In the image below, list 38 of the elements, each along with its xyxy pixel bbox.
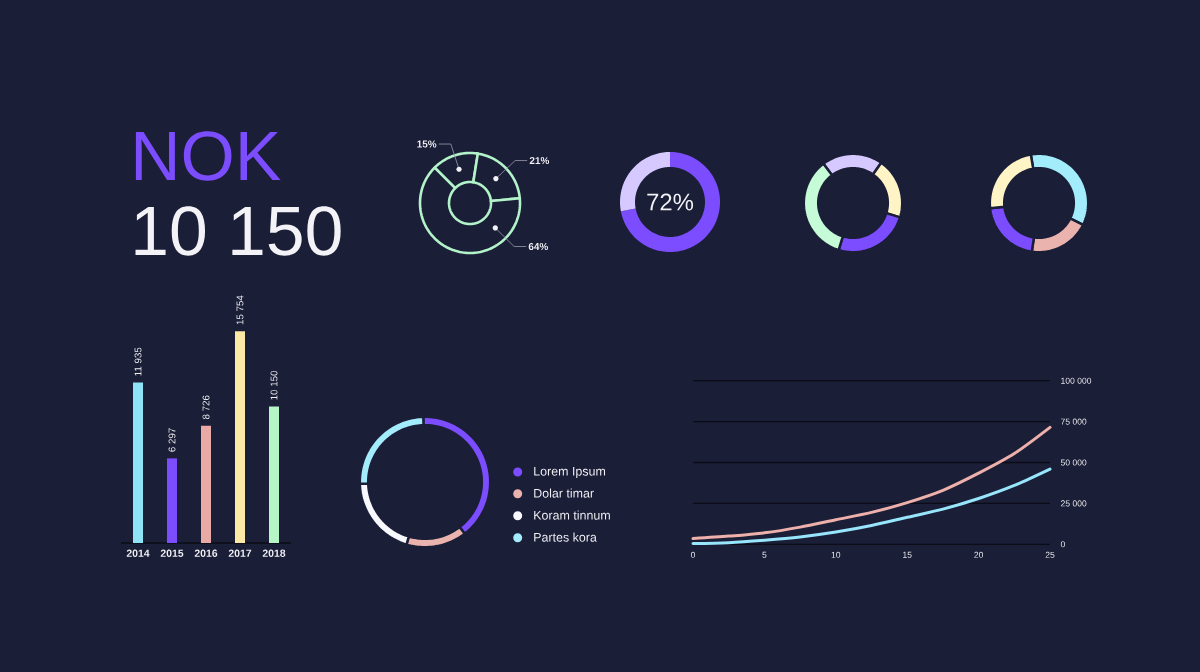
data-label: 15 754 [236,295,244,325]
legend-label: Koram tinnum [534,510,610,520]
bar [167,458,177,543]
line-series [691,425,1052,541]
x-tick-label: 15 [903,551,912,558]
legend-label: Partes kora [534,532,597,542]
x-tick-label: 25 [1045,551,1055,558]
y-tick-label: 25 000 [1060,500,1087,507]
data-label: 15% [417,140,437,148]
x-tick-label: 2014 [126,549,150,557]
x-tick-label: 5 [762,551,767,558]
y-tick-label: 100 000 [1061,377,1092,384]
data-label: 8 726 [202,395,210,420]
bar [269,406,279,543]
x-tick-label: 0 [690,551,696,558]
x-tick-label: 20 [974,551,984,558]
bar [235,331,245,543]
x-tick-label: 2017 [228,549,252,557]
x-tick-label: 2016 [194,549,218,557]
legend-label: Lorem Ipsum [534,466,606,479]
data-label: 10 150 [270,370,278,400]
y-tick-label: 0 [1060,541,1065,548]
legend-label: Dolar timar [534,488,594,498]
x-tick-label: 10 [831,551,841,558]
data-label: 11 935 [134,347,142,376]
y-tick-label: 50 000 [1060,459,1087,466]
text: NOK [135,131,281,181]
data-label: 72% [647,193,694,211]
data-label: 64% [528,243,549,251]
data-label: 21% [529,157,550,165]
bar [133,382,143,543]
y-tick-label: 75 000 [1060,418,1087,425]
text: 10 150 [135,206,341,256]
x-tick-label: 2018 [262,549,286,557]
x-tick-label: 2015 [160,549,184,557]
data-label: 6 297 [168,428,176,452]
bar [201,425,211,543]
line-series [691,467,1052,545]
